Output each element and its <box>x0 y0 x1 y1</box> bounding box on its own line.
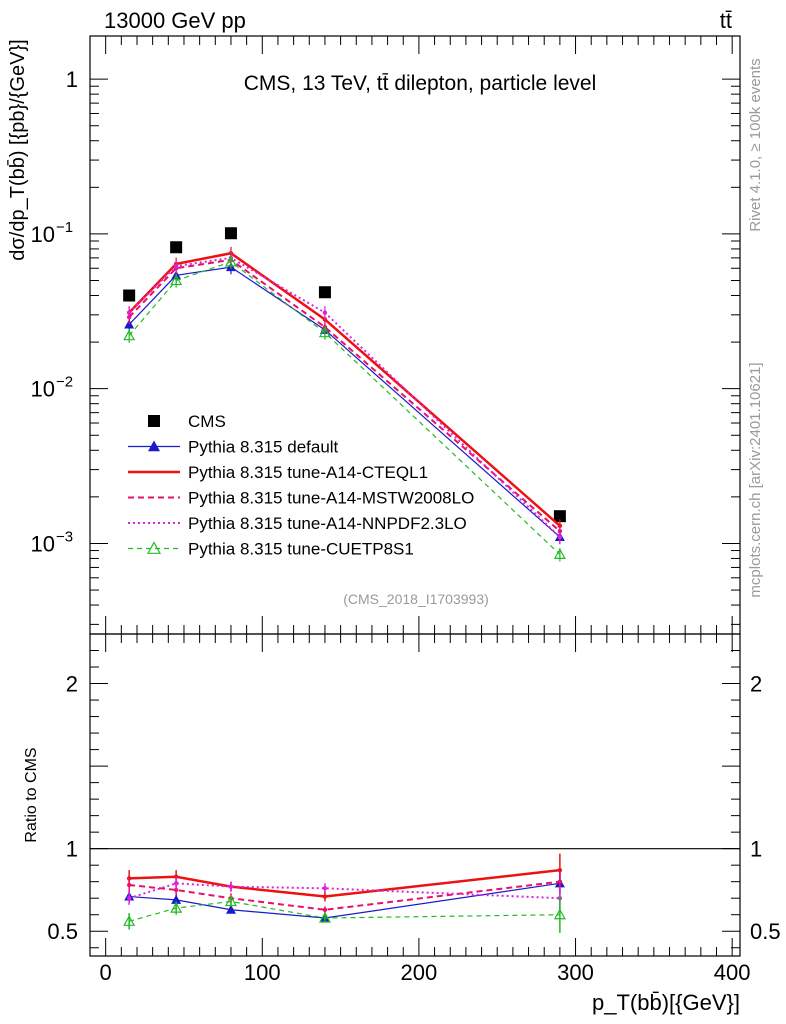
default-point <box>148 440 160 452</box>
cms-data-point <box>123 289 136 302</box>
main-series-5 <box>123 255 566 562</box>
ratio-y-tick-label-right: 1 <box>750 837 762 862</box>
y-tick-exponent: −2 <box>56 374 73 391</box>
main-series <box>123 227 566 562</box>
ratio-y-tick-label: 2 <box>66 672 78 697</box>
series-point <box>557 534 563 540</box>
ratio-axis-ticks: 0.5 0.5 1 1 2 2 <box>47 650 781 949</box>
cuetp8s1-point <box>170 901 183 913</box>
mcplots-label: mcplots.cern.ch [arXiv:2401.10621] <box>747 362 764 597</box>
main-y-axis-label: dσ/dp_T(bb̄) [{pb}/{GeV}] <box>6 39 29 260</box>
cuetp8s1-point <box>146 541 162 554</box>
series-point <box>173 881 179 886</box>
header-right: tt̄ <box>720 8 732 33</box>
legend: CMS Pythia 8.315 default Pythia 8.315 tune… <box>128 412 474 559</box>
y-tick-exponent: −3 <box>56 528 73 545</box>
ratio-plot-frame <box>89 633 741 957</box>
main-series-0 <box>123 227 566 523</box>
legend-entry: Pythia 8.315 tune-A14-MSTW2008LO <box>128 489 474 508</box>
legend-label: Pythia 8.315 tune-A14-MSTW2008LO <box>188 489 474 508</box>
ratio-y-tick-label: 0.5 <box>47 919 78 944</box>
cms-data-point <box>224 227 237 240</box>
rivet-label: Rivet 4.1.0, ≥ 100k events <box>747 58 764 231</box>
cuetp8s1-point <box>553 908 566 920</box>
series-point <box>126 896 132 901</box>
cms-data-point <box>553 510 566 523</box>
ratio-line <box>128 882 560 900</box>
y-tick-label: 10 <box>31 531 55 556</box>
ratio-series-1 <box>126 853 563 902</box>
legend-label: Pythia 8.315 tune-CUETP8S1 <box>188 540 414 559</box>
y-axis-label-text: dσ/dp_T(bb̄) [{pb}/{GeV}] <box>6 39 29 260</box>
header-left: 13000 GeV pp <box>104 8 246 33</box>
ratio-y-tick-label: 1 <box>66 837 78 862</box>
legend-entry: Pythia 8.315 tune-A14-NNPDF2.3LO <box>128 514 467 533</box>
y-tick-label: 10 <box>31 377 55 402</box>
cuetp8s1-point <box>224 895 237 907</box>
series-point <box>173 263 179 269</box>
watermark-label: (CMS_2018_I1703993) <box>343 591 489 607</box>
x-tick-label: 200 <box>401 960 438 985</box>
legend-label: Pythia 8.315 tune-A14-CTEQL1 <box>188 463 428 482</box>
legend-entry: Pythia 8.315 tune-A14-CTEQL1 <box>128 463 428 482</box>
cuetp8s1-point <box>123 915 136 926</box>
series-point <box>126 882 132 888</box>
cuetp8s1-point <box>123 329 136 341</box>
y-tick-label: 1 <box>66 67 78 92</box>
series-point <box>126 310 132 315</box>
series-line <box>128 251 561 527</box>
legend-label: Pythia 8.315 tune-A14-NNPDF2.3LO <box>188 514 467 533</box>
y-tick-label: 10 <box>31 222 55 247</box>
legend-entry: Pythia 8.315 default <box>128 438 339 457</box>
series-point <box>322 907 328 912</box>
x-tick-label: 300 <box>557 960 594 985</box>
ratio-y-tick-label-right: 2 <box>750 672 762 697</box>
legend-entry: Pythia 8.315 tune-CUETP8S1 <box>128 540 414 559</box>
cms-data-point <box>318 286 331 299</box>
cuetp8s1-point <box>318 911 331 923</box>
cuetp8s1-point <box>224 255 237 267</box>
ratio-series-4 <box>123 895 566 933</box>
cms-data-point <box>148 415 160 427</box>
cuetp8s1-point <box>170 274 183 286</box>
legend-label: Pythia 8.315 default <box>188 438 339 457</box>
series-line <box>128 261 561 555</box>
main-axis-ticks: 110 −110 −210 −30 100 200 300 400 <box>31 36 751 985</box>
cuetp8s1-point <box>553 548 566 559</box>
cms-data-point <box>170 241 183 254</box>
series-point <box>322 310 328 315</box>
legend-label: CMS <box>188 412 226 431</box>
series-point <box>322 886 328 891</box>
x-tick-label: 0 <box>100 960 112 985</box>
ratio-y-tick-label-right: 0.5 <box>750 919 781 944</box>
series-point <box>557 879 563 884</box>
y-tick-exponent: −1 <box>56 219 73 236</box>
x-tick-label: 100 <box>244 960 281 985</box>
ratio-line <box>129 882 560 919</box>
default-point <box>225 904 236 914</box>
default-point <box>171 894 182 904</box>
x-tick-label: 400 <box>714 960 751 985</box>
ratio-y-axis-label: Ratio to CMS <box>23 747 40 842</box>
x-axis-label: p_T(bb̄)[{GeV}] <box>592 990 740 1015</box>
ratio-line <box>128 900 560 922</box>
legend-entry: CMS <box>148 412 226 431</box>
series-point <box>228 884 234 889</box>
series-point <box>322 894 328 899</box>
cuetp8s1-point <box>318 326 331 338</box>
chart-title: CMS, 13 TeV, tt̄ dilepton, particle leve… <box>244 72 597 95</box>
ratio-series <box>123 853 566 933</box>
